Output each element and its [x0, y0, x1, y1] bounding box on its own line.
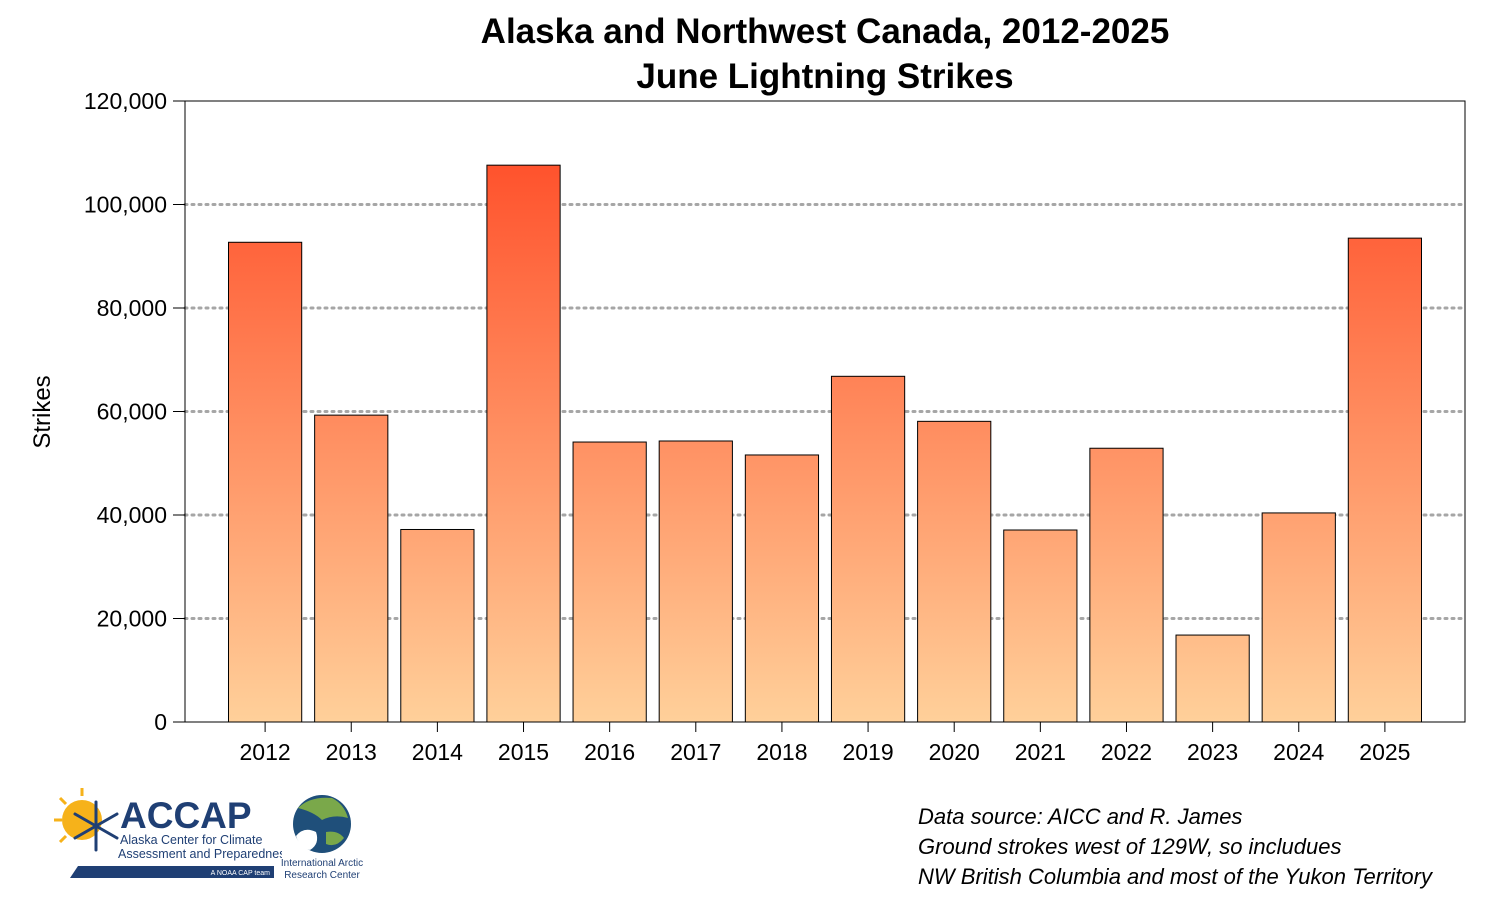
- y-tick-label: 20,000: [97, 606, 167, 632]
- bar-2018: [744, 454, 820, 723]
- bar-2012: [227, 241, 303, 723]
- bar-2023: [1175, 634, 1250, 723]
- accap-line1: Alaska Center for Climate: [120, 833, 262, 847]
- y-tick-label: 40,000: [97, 502, 167, 528]
- source-notes: Data source: AICC and R. James Ground st…: [918, 802, 1432, 892]
- bar-2017: [658, 440, 733, 723]
- bar-2019: [830, 375, 906, 723]
- iarc-logo: International Arctic Research Center: [281, 795, 363, 881]
- x-tick-label: 2025: [1359, 739, 1410, 765]
- chart-subtitle: June Lightning Strikes: [636, 57, 1014, 96]
- x-tick-label: 2018: [756, 739, 807, 765]
- x-tick-label: 2019: [842, 739, 893, 765]
- y-tick-label: 80,000: [97, 295, 167, 321]
- x-tick-label: 2023: [1187, 739, 1238, 765]
- bar-2024: [1261, 512, 1336, 723]
- bar-2022: [1089, 447, 1164, 723]
- x-tick-label: 2014: [412, 739, 463, 765]
- source-line: NW British Columbia and most of the Yuko…: [918, 864, 1432, 889]
- bar-2021: [1003, 529, 1078, 723]
- axes: 0 20,000 40,000 60,000 80,000 100,000 120,000 2…: [84, 88, 1411, 765]
- bars: [227, 164, 1423, 723]
- chart-title: Alaska and Northwest Canada, 2012-2025: [480, 12, 1170, 51]
- bar-2014: [400, 528, 475, 723]
- x-tick-label: 2017: [670, 739, 721, 765]
- bar-2025: [1347, 237, 1423, 723]
- bar-2020: [917, 420, 992, 723]
- snowflake-icon: [73, 800, 119, 852]
- bar-2015: [486, 164, 561, 723]
- iarc-line1: International Arctic: [281, 858, 363, 869]
- gridlines: [183, 203, 1467, 620]
- x-tick-label: 2024: [1273, 739, 1324, 765]
- y-tick-label: 60,000: [97, 399, 167, 425]
- x-tick-label: 2020: [929, 739, 980, 765]
- accap-line2: Assessment and Preparedness: [118, 847, 282, 861]
- x-tick-label: 2022: [1101, 739, 1152, 765]
- source-line: Data source: AICC and R. James: [918, 804, 1243, 829]
- x-tick-label: 2013: [326, 739, 377, 765]
- bar-2016: [572, 441, 647, 723]
- accap-name: ACCAP: [120, 795, 252, 836]
- accap-tag: A NOAA CAP team: [211, 870, 271, 877]
- x-tick-label: 2012: [240, 739, 291, 765]
- x-tick-label: 2015: [498, 739, 549, 765]
- y-axis-label: Strikes: [29, 375, 56, 448]
- x-tick-label: 2016: [584, 739, 635, 765]
- source-line: Ground strokes west of 129W, so includue…: [918, 834, 1342, 859]
- x-tick-label: 2021: [1015, 739, 1066, 765]
- y-tick-label: 120,000: [84, 88, 167, 114]
- y-tick-label: 0: [154, 709, 167, 735]
- y-tick-label: 100,000: [84, 192, 167, 218]
- iarc-line2: Research Center: [284, 870, 360, 881]
- bar-2013: [314, 414, 389, 723]
- accap-logo: ACCAP Alaska Center for Climate Assessme…: [54, 788, 282, 878]
